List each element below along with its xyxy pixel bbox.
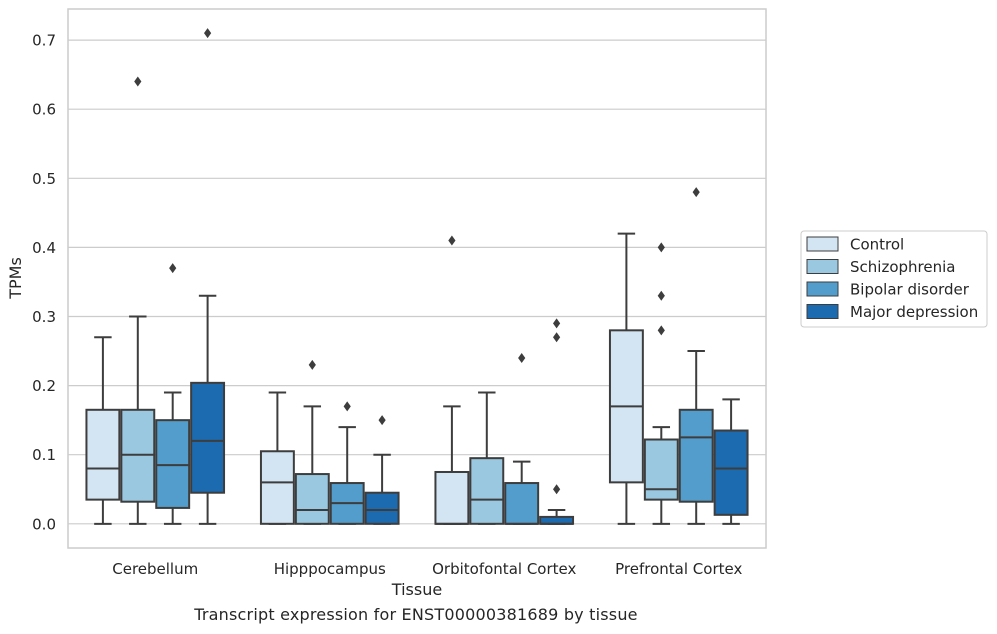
x-tick-label: Prefrontal Cortex [615, 560, 742, 578]
outlier-point [657, 242, 665, 253]
y-axis-label: TPMs [6, 257, 25, 300]
box-bipolar-disorder [155, 263, 191, 525]
box-iqr [259, 450, 295, 525]
box-major-depression [713, 398, 749, 525]
box-bipolar-disorder [504, 352, 540, 525]
box-iqr [504, 482, 540, 525]
box-control [85, 336, 121, 525]
y-tick-labels: 0.0 0.1 0.2 0.3 0.4 0.5 0.6 0.7 [32, 32, 56, 534]
box-iqr [155, 419, 191, 509]
outlier-point [308, 359, 316, 370]
outlier-point [343, 401, 351, 412]
x-tick-label: Orbitofontal Cortex [432, 560, 576, 578]
box-iqr [364, 491, 400, 525]
y-tick-label: 0.6 [32, 101, 56, 119]
x-tick-label: Hipppocampus [274, 560, 386, 578]
x-axis-label: Tissue [391, 580, 442, 599]
x-tick-labels: Cerebellum Hipppocampus Orbitofontal Corte… [112, 560, 742, 578]
y-tick-label: 0.2 [32, 377, 56, 395]
box-major-depression [539, 318, 575, 525]
outlier-point [657, 290, 665, 301]
box-iqr [678, 408, 714, 503]
box-plot-chart: 0.0 0.1 0.2 0.3 0.4 0.5 0.6 0.7 Cerebellum Hippp… [6, 8, 988, 599]
box-major-depression [190, 28, 226, 525]
y-tick-label: 0.5 [32, 170, 56, 188]
box-control [259, 391, 295, 525]
y-tick-label: 0.1 [32, 446, 56, 464]
y-tick-label: 0.7 [32, 32, 56, 50]
outlier-point [553, 332, 561, 343]
outlier-point [553, 318, 561, 329]
box-iqr [85, 408, 121, 501]
box-control [608, 232, 644, 525]
legend-swatch [806, 304, 839, 319]
box-iqr [190, 381, 226, 494]
box-iqr [643, 438, 679, 501]
box-schizophrenia [120, 76, 156, 525]
box-bipolar-disorder [329, 401, 365, 525]
box-iqr [469, 457, 505, 525]
box-schizophrenia [469, 391, 505, 525]
outlier-point [378, 415, 386, 426]
box-iqr [434, 470, 470, 525]
legend-label: Bipolar disorder [850, 281, 970, 299]
plot-frame [67, 8, 767, 549]
y-tick-label: 0.3 [32, 308, 56, 326]
outlier-point [518, 352, 526, 363]
outlier-point [448, 235, 456, 246]
outlier-point [134, 76, 142, 87]
box-schizophrenia [294, 359, 330, 525]
y-tick-label: 0.4 [32, 239, 56, 257]
legend-swatch [806, 259, 839, 274]
box-schizophrenia [643, 242, 679, 525]
legend-swatch [806, 281, 839, 297]
outlier-point [657, 325, 665, 336]
legend-frame [800, 230, 988, 328]
box-groups [85, 28, 749, 525]
legend-swatch [806, 236, 839, 252]
chart-caption: Transcript expression for ENST0000038168… [194, 605, 638, 624]
box-iqr [713, 429, 749, 516]
outlier-point [204, 28, 212, 39]
outlier-point [553, 484, 561, 495]
y-tick-label: 0.0 [32, 515, 56, 533]
box-control [434, 235, 470, 525]
legend-label: Schizophrenia [850, 258, 955, 276]
box-bipolar-disorder [678, 187, 714, 525]
legend: Control Schizophrenia Bipolar disorder Majo… [800, 230, 988, 328]
outlier-point [692, 187, 700, 198]
box-iqr [539, 515, 575, 525]
box-iqr [120, 408, 156, 503]
outlier-point [169, 263, 177, 274]
x-tick-label: Cerebellum [112, 560, 198, 578]
box-iqr [294, 473, 330, 525]
legend-label: Control [850, 236, 904, 254]
box-major-depression [364, 415, 400, 525]
legend-label: Major depression [850, 303, 978, 321]
